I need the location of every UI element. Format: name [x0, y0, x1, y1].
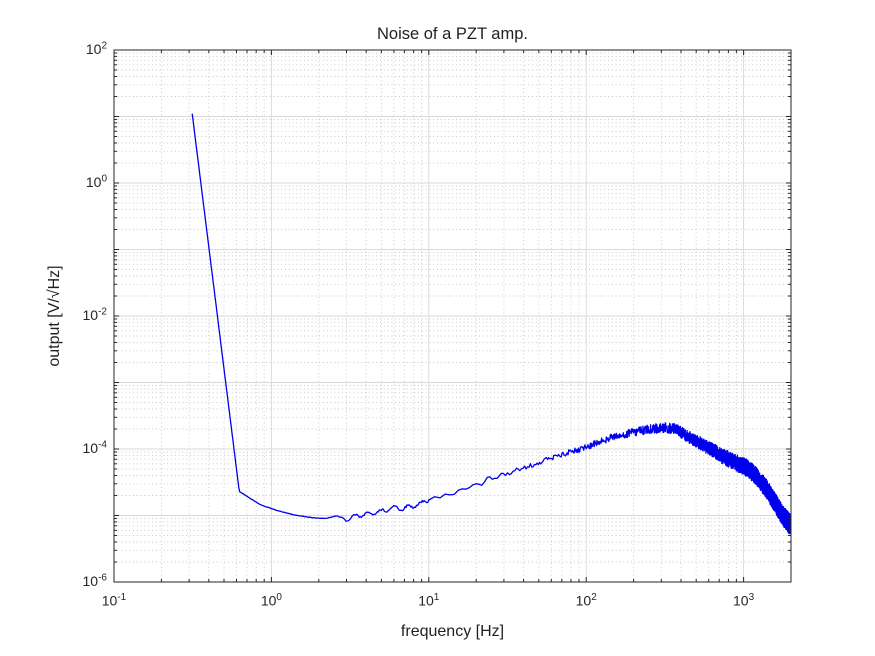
x-tick-label: 100: [260, 592, 282, 609]
y-tick-label: 100: [85, 173, 107, 191]
y-tick-label: 10-4: [82, 439, 107, 457]
noise-curve: [191, 113, 791, 535]
major-grid: [114, 50, 791, 582]
y-tick-label: 10-2: [82, 306, 107, 324]
x-axis-label: frequency [Hz]: [400, 623, 505, 640]
axis-ticks: [113, 49, 791, 583]
x-tick-label: 102: [575, 592, 597, 609]
y-tick-label: 10-6: [82, 572, 107, 590]
x-tick-label: 101: [418, 592, 440, 609]
chart-title: Noise of a PZT amp.: [376, 25, 528, 43]
y-tick-label: 102: [85, 40, 107, 58]
x-tick-label: 103: [733, 592, 755, 609]
x-tick-label: 10-1: [101, 592, 127, 609]
